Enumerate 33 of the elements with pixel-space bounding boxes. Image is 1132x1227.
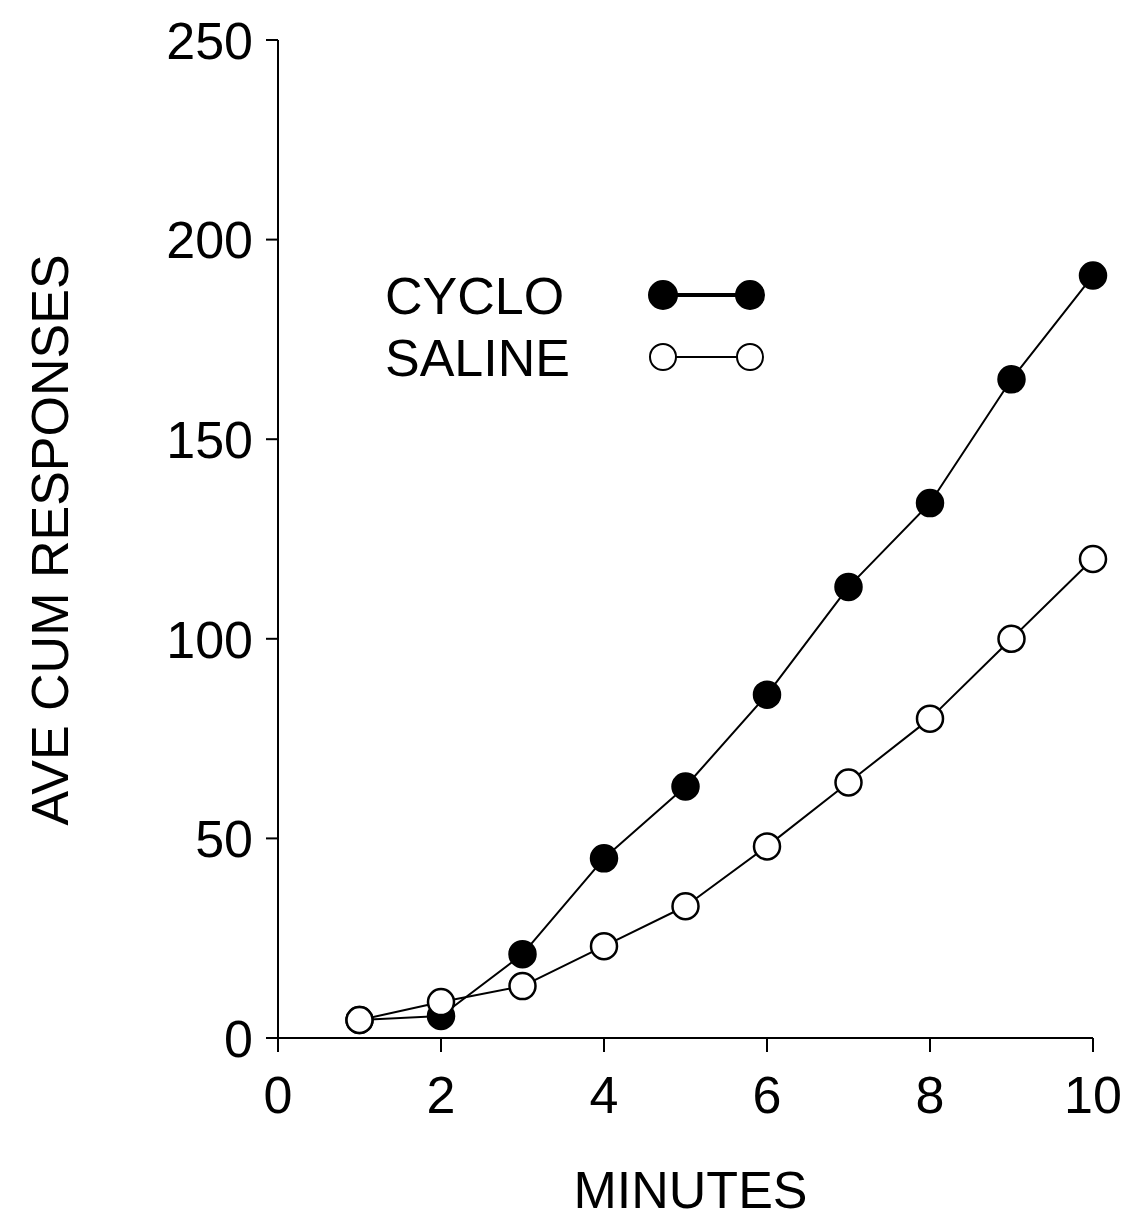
- point: [752, 832, 782, 861]
- x-tick-label: 0: [263, 1066, 293, 1124]
- y-tick-label: 0: [224, 1009, 253, 1068]
- point: [1078, 261, 1108, 290]
- point: [671, 892, 700, 921]
- point: [1078, 544, 1108, 574]
- point: [997, 365, 1026, 394]
- y-tick-label: 150: [166, 410, 253, 469]
- point: [834, 768, 863, 797]
- y-tick-label: 100: [166, 610, 253, 669]
- y-axis-title: AVE CUM RESPONSES: [21, 254, 79, 826]
- point: [915, 488, 945, 518]
- point: [508, 971, 537, 1001]
- x-tick-label: 10: [1064, 1066, 1122, 1124]
- x-tick-label: 4: [589, 1066, 619, 1124]
- point: [752, 680, 782, 709]
- x-tick-label: 6: [752, 1066, 782, 1124]
- point: [508, 939, 537, 969]
- x-tick-label: 2: [426, 1066, 456, 1124]
- point: [834, 572, 863, 602]
- point: [915, 704, 945, 733]
- x-axis-title: MINUTES: [573, 1161, 808, 1219]
- point: [997, 624, 1026, 654]
- x-tick-label: 8: [915, 1066, 945, 1124]
- y-tick-label: 250: [166, 11, 253, 70]
- y-tick-label: 200: [166, 211, 253, 270]
- legend-label: SALINE: [385, 328, 570, 387]
- point: [426, 987, 456, 1017]
- y-tick-label: 50: [195, 810, 253, 869]
- point: [589, 931, 619, 961]
- point: [589, 844, 619, 873]
- legend-label: CYCLO: [385, 266, 565, 325]
- point: [671, 772, 700, 801]
